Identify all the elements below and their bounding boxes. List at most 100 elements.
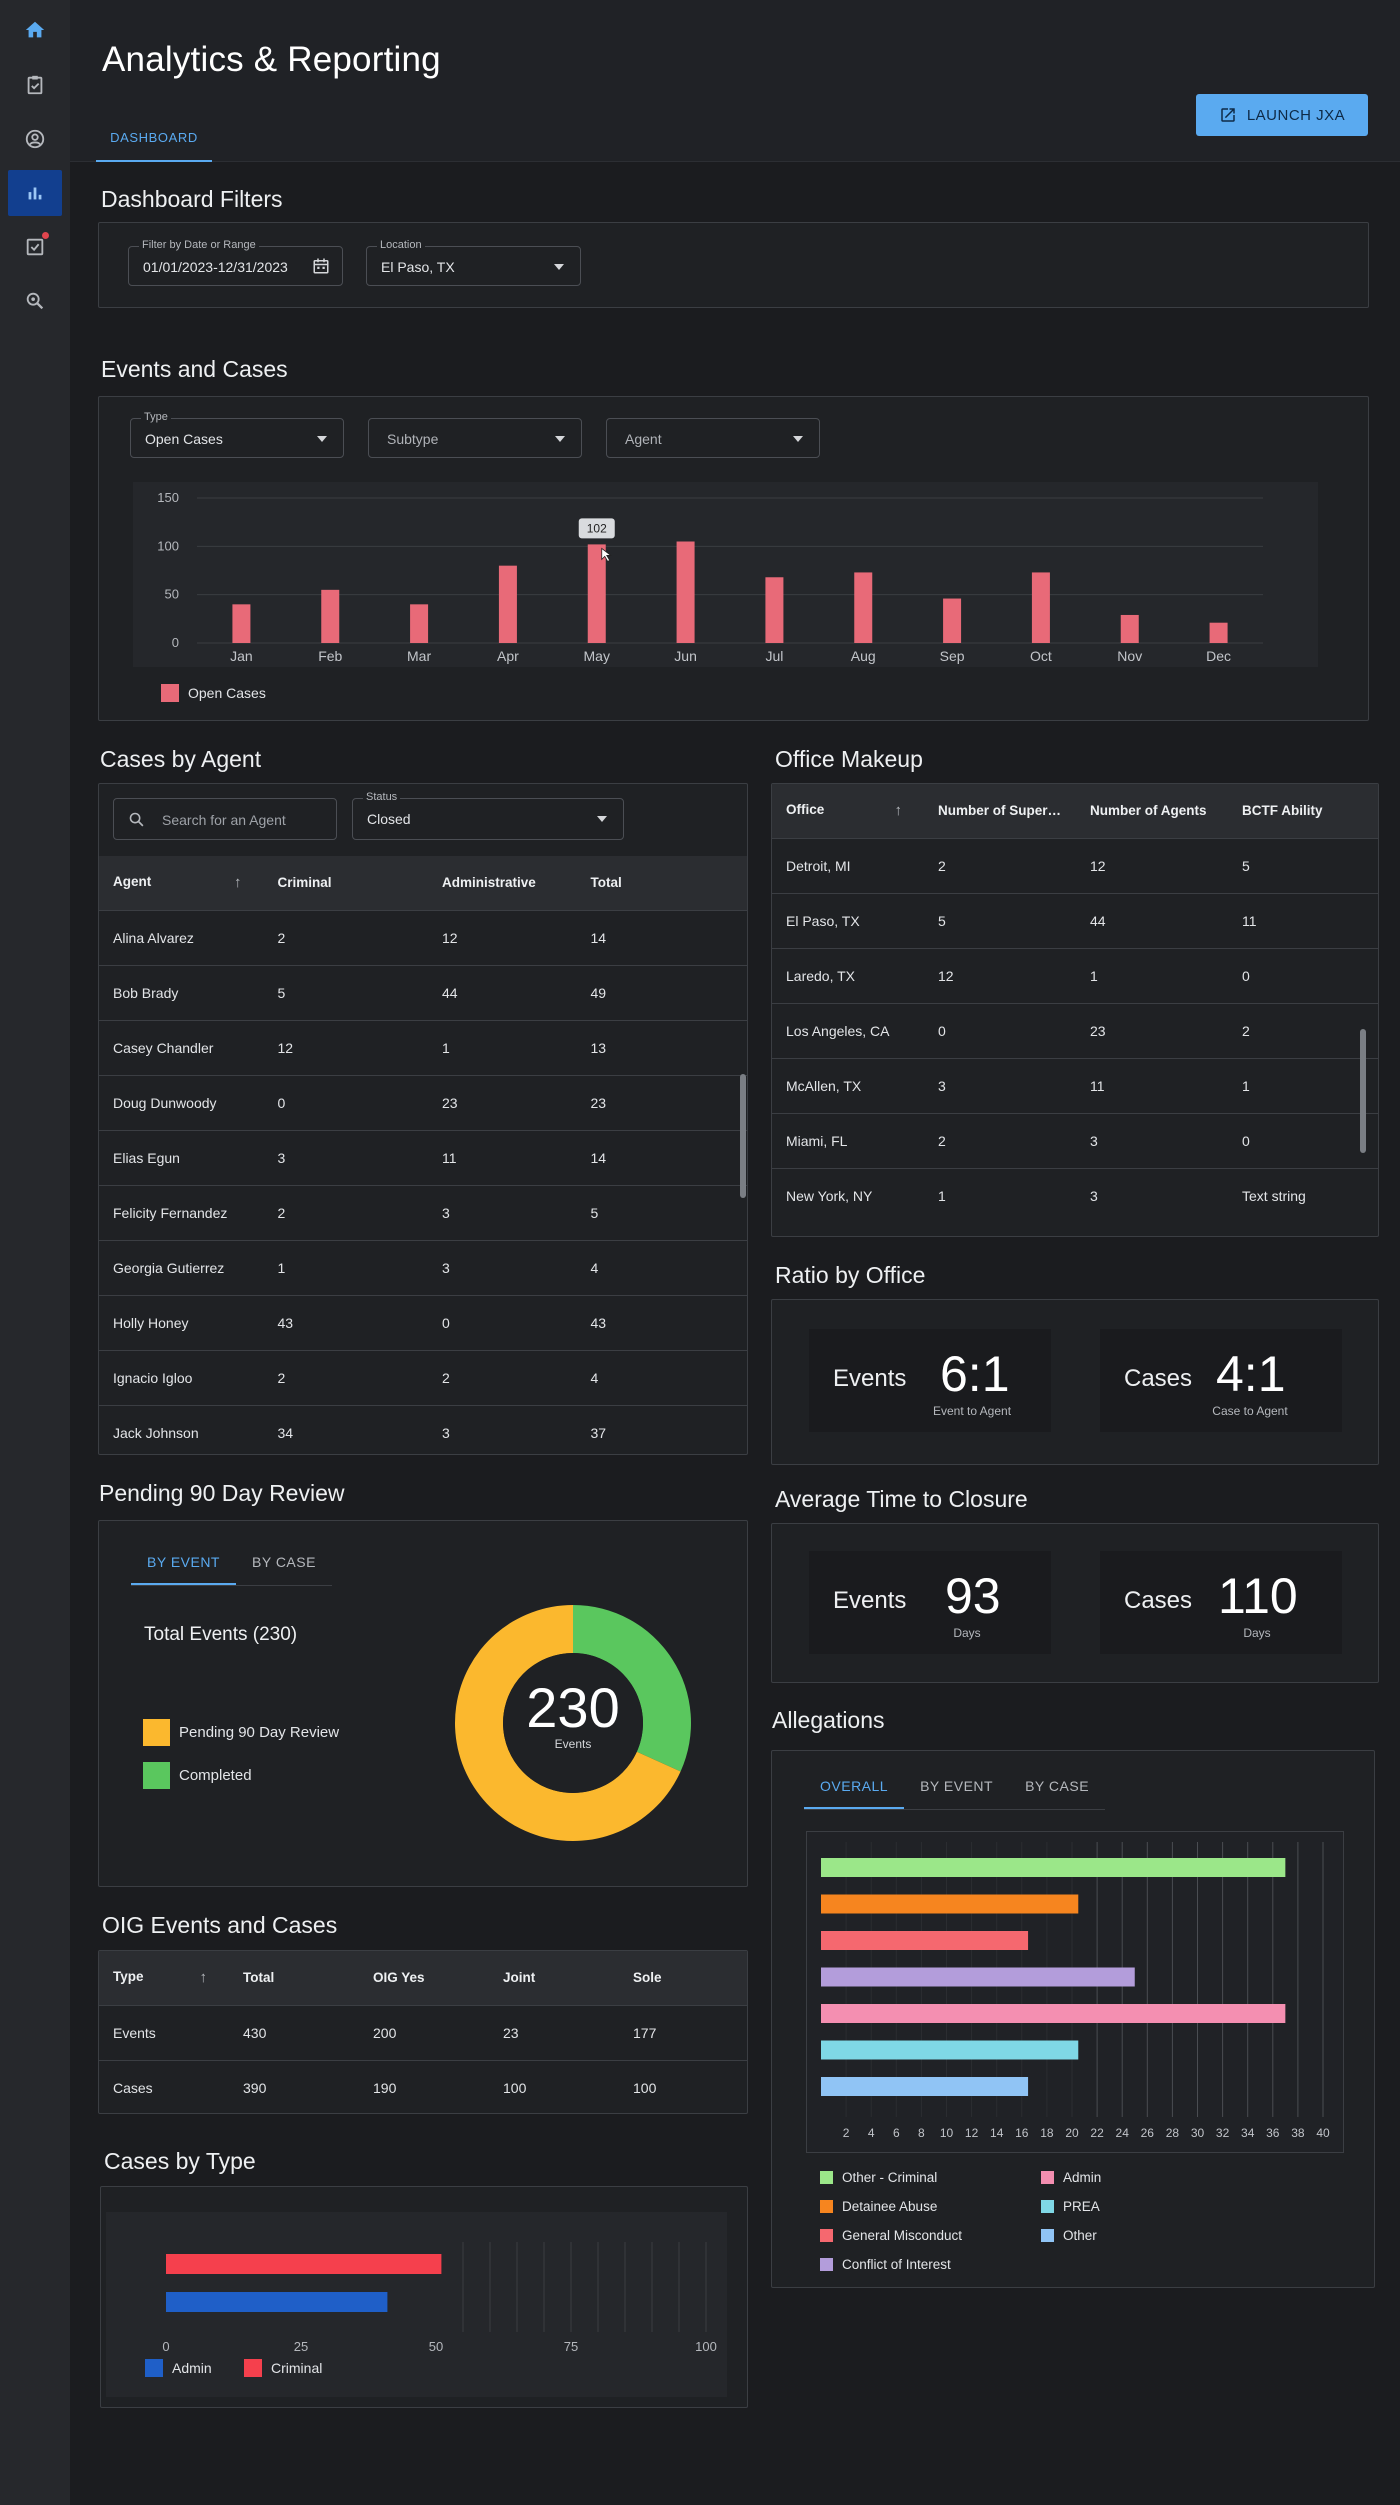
status-label: Status: [363, 791, 401, 803]
legend-swatch: [820, 2200, 833, 2213]
column-header[interactable]: Criminal: [264, 856, 429, 910]
table-cell: 1: [442, 1039, 450, 1056]
bar-mar[interactable]: [410, 604, 429, 643]
launch-jxa-button[interactable]: LAUNCH JXA: [1196, 94, 1368, 136]
bar-may[interactable]: [587, 544, 606, 643]
table-row[interactable]: Events 430 200 23 177: [99, 2005, 747, 2060]
table-row[interactable]: Jack Johnson 34 3 37: [99, 1405, 747, 1454]
column-header[interactable]: Total: [229, 1951, 359, 2005]
column-header-label: Number of Super…: [938, 803, 1062, 819]
cases-by-agent-panel: Search for an Agent Status Closed Agent ↑…: [98, 783, 748, 1455]
sort-arrow-icon[interactable]: ↑: [894, 802, 903, 820]
bar-general-misconduct[interactable]: [821, 1931, 1029, 1950]
table-row[interactable]: Georgia Gutierrez 1 3 4: [99, 1240, 747, 1295]
x-tick-label: 40: [1316, 2126, 1330, 2140]
tab-by-event[interactable]: BY EVENT: [920, 1778, 994, 1794]
bar-jun[interactable]: [676, 541, 695, 644]
x-tick-label: 36: [1266, 2126, 1280, 2140]
table-row[interactable]: Bob Brady 5 44 49: [99, 965, 747, 1020]
bar-jul[interactable]: [765, 577, 784, 643]
table-row[interactable]: Felicity Fernandez 2 3 5: [99, 1185, 747, 1240]
bar-other[interactable]: [821, 2077, 1029, 2096]
table-cell: 49: [590, 984, 607, 1001]
agent-table-scrollbar[interactable]: [740, 1074, 746, 1198]
column-header[interactable]: Total: [576, 856, 747, 910]
column-header[interactable]: Joint: [489, 1951, 619, 2005]
table-row[interactable]: Holly Honey 43 0 43: [99, 1295, 747, 1350]
column-header[interactable]: Office ↑: [772, 784, 924, 838]
table-row[interactable]: Doug Dunwoody 0 23 23: [99, 1075, 747, 1130]
table-row[interactable]: Elias Egun 3 11 14: [99, 1130, 747, 1185]
x-tick-label: Mar: [407, 648, 431, 664]
subtype-select[interactable]: Subtype: [368, 418, 582, 458]
bar-apr[interactable]: [498, 565, 517, 643]
nav-home[interactable]: [8, 7, 62, 53]
donut-slice-completed[interactable]: [573, 1605, 691, 1772]
bar-admin[interactable]: [166, 2292, 388, 2312]
bar-conflict-of-interest[interactable]: [821, 1967, 1135, 1987]
bar-oct[interactable]: [1031, 572, 1050, 643]
table-row[interactable]: Ignacio Igloo 2 2 4: [99, 1350, 747, 1405]
table-row[interactable]: Los Angeles, CA 0 23 2: [772, 1003, 1378, 1058]
column-header-label: Number of Agents: [1090, 803, 1207, 819]
agent-search-input[interactable]: Search for an Agent: [113, 798, 337, 840]
table-cell: Alina Alvarez: [113, 929, 194, 946]
type-select[interactable]: Type Open Cases: [130, 411, 344, 458]
sort-arrow-icon[interactable]: ↑: [234, 874, 242, 892]
bar-other-criminal[interactable]: [821, 1858, 1286, 1877]
bar-nov[interactable]: [1120, 614, 1139, 643]
table-row[interactable]: New York, NY 1 3 Text string: [772, 1168, 1378, 1223]
agent-select[interactable]: Agent: [606, 418, 820, 458]
subtype-placeholder: Subtype: [387, 431, 439, 447]
bar-feb[interactable]: [321, 589, 340, 643]
location-value: El Paso, TX: [381, 259, 455, 275]
donut-hole: [503, 1653, 643, 1793]
bar-criminal[interactable]: [166, 2254, 442, 2274]
column-header[interactable]: Number of Agents: [1076, 784, 1228, 838]
tab-overall[interactable]: OVERALL: [804, 1771, 905, 1809]
column-header[interactable]: Administrative: [428, 856, 576, 910]
launch-jxa-label: LAUNCH JXA: [1246, 106, 1346, 124]
bar-aug[interactable]: [854, 572, 873, 643]
table-row[interactable]: El Paso, TX 5 44 11: [772, 893, 1378, 948]
tab-dashboard[interactable]: DASHBOARD: [96, 126, 212, 162]
oig-panel: Type ↑ Total OIG Yes Joint Sole Events 430 200 23…: [98, 1950, 748, 2114]
bar-admin[interactable]: [821, 2004, 1286, 2023]
table-row[interactable]: Alina Alvarez 2 12 14: [99, 910, 747, 965]
bar-detainee-abuse[interactable]: [821, 1894, 1079, 1914]
date-range-field[interactable]: Filter by Date or Range 01/01/2023-12/31…: [128, 239, 343, 286]
donut-slice-pending-90-day-review[interactable]: [455, 1605, 681, 1841]
bar-dec[interactable]: [1209, 622, 1228, 643]
pending-panel: BY EVENT BY CASE Total Events (230) Pend…: [98, 1520, 748, 1887]
location-select[interactable]: Location El Paso, TX: [366, 239, 581, 286]
calendar-icon[interactable]: [312, 257, 330, 275]
tab-by-case[interactable]: BY CASE: [252, 1554, 316, 1570]
column-header[interactable]: BCTF Ability: [1228, 784, 1378, 838]
column-header[interactable]: Number of Super…: [924, 784, 1076, 838]
table-cell: Jack Johnson: [113, 1424, 199, 1441]
column-header[interactable]: OIG Yes: [359, 1951, 489, 2005]
bar-prea[interactable]: [821, 2040, 1079, 2060]
tab-by-case[interactable]: BY CASE: [1025, 1778, 1090, 1794]
office-table-scrollbar[interactable]: [1360, 1029, 1366, 1153]
nav-search[interactable]: [8, 278, 62, 324]
column-header[interactable]: Type ↑: [99, 1951, 229, 2005]
table-row[interactable]: Casey Chandler 12 1 13: [99, 1020, 747, 1075]
column-header[interactable]: Sole: [619, 1951, 747, 2005]
nav-reviews[interactable]: [8, 224, 62, 270]
column-header-label: Total: [243, 1970, 275, 1986]
table-row[interactable]: McAllen, TX 3 11 1: [772, 1058, 1378, 1113]
nav-profile[interactable]: [8, 116, 62, 162]
sort-arrow-icon[interactable]: ↑: [199, 1969, 208, 1987]
table-row[interactable]: Detroit, MI 2 12 5: [772, 838, 1378, 893]
status-select[interactable]: Status Closed: [352, 791, 624, 840]
table-row[interactable]: Cases 390 190 100 100: [99, 2060, 747, 2113]
nav-analytics[interactable]: [8, 170, 62, 216]
table-row[interactable]: Miami, FL 2 3 0: [772, 1113, 1378, 1168]
bar-sep[interactable]: [943, 598, 962, 643]
bar-jan[interactable]: [232, 604, 251, 643]
nav-tasks[interactable]: [8, 62, 62, 108]
column-header[interactable]: Agent ↑: [99, 856, 264, 910]
tab-by-event[interactable]: BY EVENT: [131, 1547, 236, 1585]
table-row[interactable]: Laredo, TX 12 1 0: [772, 948, 1378, 1003]
